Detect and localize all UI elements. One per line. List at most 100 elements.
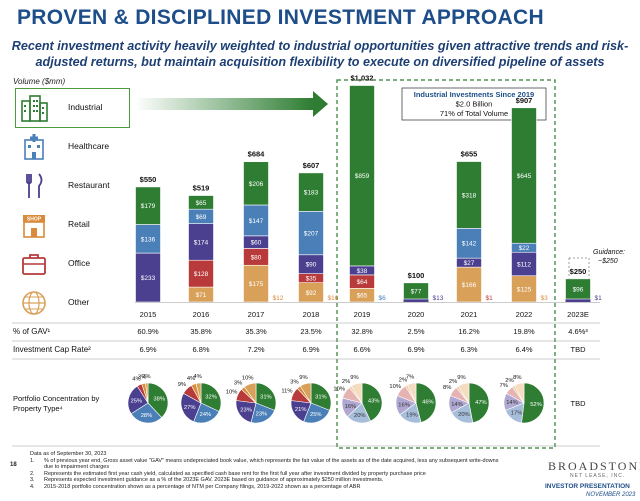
pie-slice bbox=[195, 382, 202, 404]
bar-label: $96 bbox=[573, 286, 584, 293]
cap-value: 6.9% bbox=[302, 345, 319, 354]
bar-label: $166 bbox=[462, 282, 477, 289]
doc-title: INVESTOR PRESENTATION bbox=[545, 483, 630, 490]
pie-label: 38% bbox=[153, 397, 165, 403]
bar-total: $607 bbox=[303, 161, 320, 170]
pie-slice bbox=[415, 382, 437, 423]
page-subtitle: Recent investment activity heavily weigh… bbox=[11, 39, 629, 69]
pie-slice bbox=[361, 382, 383, 422]
gav-row-label: % of GAV¹ bbox=[13, 327, 51, 336]
pie-label: 10% bbox=[226, 390, 238, 396]
pie-row-label: Property Type⁴ bbox=[13, 404, 63, 413]
pie-slice bbox=[457, 382, 470, 405]
shop-icon: SHOP bbox=[23, 215, 45, 238]
legend-highlight-box bbox=[15, 88, 130, 128]
legend-label-office: Office bbox=[68, 258, 91, 268]
pie-label: 10% bbox=[333, 387, 345, 393]
pie-label: 2% bbox=[399, 377, 407, 383]
company-logo: BROADSTONE bbox=[548, 459, 640, 473]
bar-label: $35 bbox=[306, 276, 317, 283]
pie-label: 9% bbox=[457, 375, 465, 381]
bar-total: $655 bbox=[461, 150, 478, 159]
bar-label: $80 bbox=[251, 254, 262, 261]
bar-segment bbox=[403, 299, 429, 302]
x-tick-label: 2015 bbox=[140, 310, 157, 319]
footnote-1: 1.% of previous year end, Gross asset va… bbox=[30, 457, 499, 471]
pie-label: 31% bbox=[260, 394, 272, 400]
x-tick-label: 2017 bbox=[248, 310, 265, 319]
bar-label: $92 bbox=[306, 290, 317, 297]
bar-segment bbox=[511, 107, 537, 244]
doc-date: NOVEMBER 2023 bbox=[586, 492, 636, 498]
pie-label: 8% bbox=[513, 375, 521, 381]
pie-slice bbox=[299, 382, 312, 405]
fork-knife-icon bbox=[26, 173, 43, 198]
legend-item-retail: SHOP Retail bbox=[13, 206, 133, 244]
briefcase-icon bbox=[22, 254, 46, 275]
bar-label: $64 bbox=[357, 279, 368, 286]
page-number: 18 bbox=[10, 462, 17, 468]
bar-label: $77 bbox=[411, 288, 422, 295]
legend-label-industrial: Industrial bbox=[68, 102, 103, 112]
pie-label: 7% bbox=[500, 383, 508, 389]
legend-label-retail: Retail bbox=[68, 219, 90, 229]
page-title: PROVEN & DISCIPLINED INVESTMENT APPROACH bbox=[17, 6, 544, 29]
footnote-3: 3. Represents expected investment guidanc… bbox=[30, 477, 384, 484]
guidance-ghost-bar bbox=[568, 257, 590, 288]
pie-label: 4% bbox=[187, 376, 195, 382]
gav-value: 16.2% bbox=[458, 327, 480, 336]
pie-label: 14% bbox=[451, 402, 463, 408]
hospital-icon bbox=[24, 134, 44, 160]
legend-item-other: Other bbox=[13, 284, 133, 322]
bar-label: $859 bbox=[355, 173, 370, 180]
pie-label: 11% bbox=[281, 389, 292, 395]
gav-value: 32.8% bbox=[351, 327, 373, 336]
pie-label: 9% bbox=[178, 382, 186, 388]
bar-segment bbox=[188, 223, 214, 261]
pie-row-label: Portfolio Concentration by bbox=[13, 394, 100, 403]
bar-segment bbox=[298, 172, 324, 212]
pie-label: 8% bbox=[443, 385, 451, 391]
callout-title: Industrial Investments Since 2019 bbox=[414, 90, 534, 99]
bar-segment bbox=[188, 195, 214, 210]
pie-slice bbox=[127, 385, 149, 415]
pie-slice bbox=[193, 402, 220, 424]
legend-label-restaurant: Restaurant bbox=[68, 180, 110, 190]
bar-total: $550 bbox=[140, 175, 157, 184]
bar-label: $179 bbox=[141, 203, 156, 210]
bar-label: $65 bbox=[196, 200, 207, 207]
callout-line2: 71% of Total Volume bbox=[440, 109, 508, 118]
gav-value: 4.6%³ bbox=[568, 327, 588, 336]
bar-segment bbox=[349, 85, 375, 267]
volume-label: Volume ($mm) bbox=[13, 77, 66, 86]
pie-label: 43% bbox=[368, 398, 380, 404]
legend-item-healthcare: Healthcare bbox=[13, 128, 133, 166]
gav-value: 19.8% bbox=[513, 327, 535, 336]
pie-label: 46% bbox=[422, 400, 434, 406]
bar-label-side: $12 bbox=[273, 295, 284, 302]
pie-slice bbox=[303, 402, 330, 424]
bar-label: $90 bbox=[306, 262, 317, 269]
x-tick-label: 2018 bbox=[303, 310, 320, 319]
footnotes: Data as of September 30, 2023 1.% of pre… bbox=[30, 451, 500, 491]
pie-label: 2% bbox=[505, 378, 513, 384]
legend-label-other: Other bbox=[68, 297, 90, 307]
bar-label: $207 bbox=[304, 231, 319, 238]
bar-segment bbox=[135, 186, 161, 225]
pie-label: 23% bbox=[256, 412, 268, 418]
bar-segment bbox=[511, 275, 537, 303]
gav-value: 60.9% bbox=[137, 327, 159, 336]
pie-label: 10% bbox=[389, 384, 401, 390]
bar-label: $645 bbox=[517, 173, 532, 180]
company-logo-sub: NET LEASE, INC. bbox=[570, 473, 626, 479]
x-tick-label: 2023E bbox=[567, 310, 589, 319]
gav-value: 35.8% bbox=[190, 327, 212, 336]
footnote-intro: Data as of September 30, 2023 bbox=[30, 451, 107, 457]
cap-value: 6.8% bbox=[192, 345, 209, 354]
bar-label: $147 bbox=[249, 218, 264, 225]
cap-value: 6.9% bbox=[139, 345, 156, 354]
bar-total: $1,032 bbox=[351, 74, 374, 83]
cap-row-label: Investment Cap Rate² bbox=[13, 345, 91, 354]
pie-label: 24% bbox=[200, 412, 212, 418]
